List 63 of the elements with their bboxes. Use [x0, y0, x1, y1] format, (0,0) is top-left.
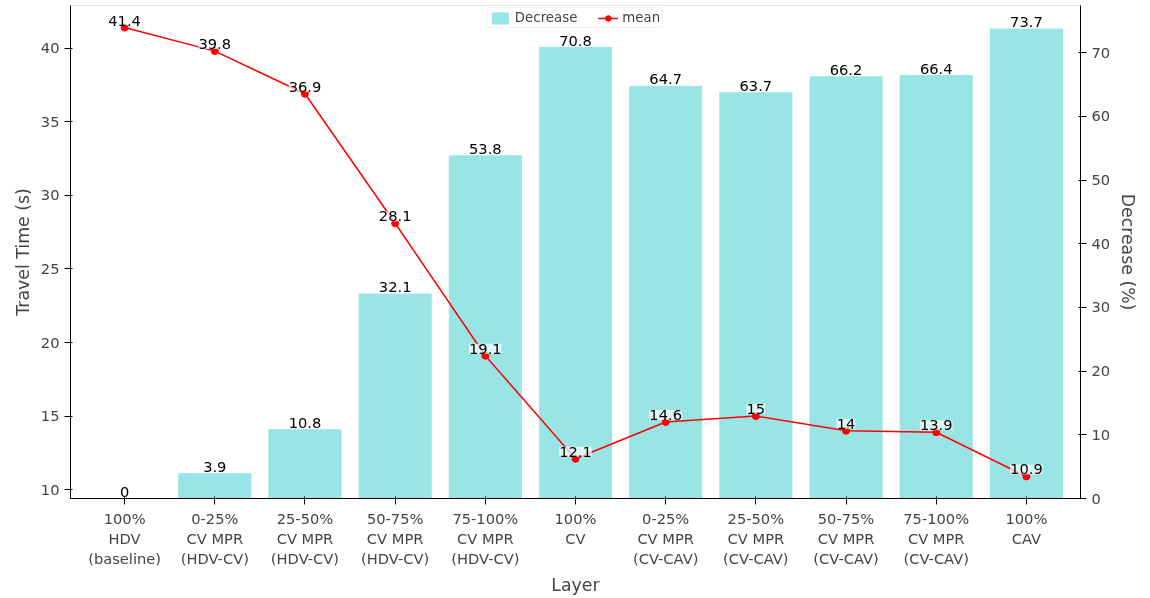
data-label: 64.7 [649, 70, 682, 88]
bar [719, 92, 793, 499]
y2-tick-label: 20 [1091, 362, 1111, 380]
x-tick-label: 50-75% CV MPR (CV-CAV) [813, 509, 879, 568]
data-label: 14 [836, 414, 856, 432]
data-label: 73.7 [1010, 13, 1043, 31]
y-tick-label: 20 [40, 333, 60, 351]
bar [629, 85, 703, 499]
bar [358, 293, 432, 499]
x-tick-label: 100% CV [554, 509, 597, 547]
data-label: 15 [746, 400, 766, 418]
bar [989, 28, 1063, 499]
y-tick-label: 25 [40, 259, 60, 277]
x-tick-label: 75-100% CV MPR (HDV-CV) [451, 509, 520, 568]
legend-label: Decrease [514, 10, 578, 25]
y2-axis-title: Decrease (%) [1118, 193, 1139, 311]
data-label: 28.1 [378, 207, 412, 225]
data-label: 10.9 [1010, 460, 1043, 478]
x-tick-label: 0-25% CV MPR (CV-CAV) [632, 509, 699, 568]
data-label: 12.1 [559, 442, 592, 460]
data-label: 36.9 [288, 77, 322, 95]
legend-label: mean [622, 10, 661, 25]
bar [178, 473, 252, 499]
y-tick-label: 15 [40, 407, 60, 425]
bar [809, 76, 883, 499]
y-tick-label: 10 [40, 480, 60, 498]
y2-tick-label: 60 [1091, 107, 1111, 125]
data-label: 0 [119, 482, 130, 500]
y2-tick-label: 50 [1091, 171, 1111, 189]
data-label: 53.8 [469, 139, 502, 157]
x-axis-title: Layer [551, 575, 601, 596]
y2-tick-label: 10 [1091, 425, 1111, 443]
y-tick-label: 35 [40, 112, 60, 130]
x-tick-label: 50-75% CV MPR (HDV-CV) [361, 509, 430, 568]
x-tick-label: 25-50% CV MPR (HDV-CV) [270, 509, 340, 568]
data-label: 19.1 [469, 339, 502, 357]
bar [538, 47, 613, 499]
y2-tick-label: 40 [1091, 234, 1111, 252]
x-tick-label: 75-100% CV MPR (CV-CAV) [903, 509, 970, 568]
y-tick-label: 40 [40, 39, 60, 57]
x-tick-label: 25-50% CV MPR (CV-CAV) [723, 509, 789, 568]
y-axis-title: Travel Time (s) [12, 188, 33, 317]
data-label: 41.4 [108, 11, 141, 29]
data-label: 39.8 [198, 35, 232, 53]
data-label: 66.2 [829, 60, 863, 78]
x-tick-label: 0-25% CV MPR (HDV-CV) [180, 509, 249, 568]
y2-tick-label: 30 [1091, 298, 1111, 316]
y2-tick-label: 0 [1091, 489, 1101, 507]
y-tick-label: 30 [40, 186, 60, 204]
data-label: 63.7 [739, 76, 773, 94]
data-label: 14.6 [649, 405, 682, 423]
data-label: 66.4 [919, 59, 953, 77]
y2-tick-label: 70 [1091, 43, 1111, 61]
data-label: 13.9 [919, 416, 953, 434]
data-label: 10.8 [288, 413, 322, 431]
x-tick-label: 100% CAV [1005, 509, 1048, 547]
bar [899, 75, 973, 499]
bar [268, 429, 342, 499]
data-label: 32.1 [378, 278, 412, 296]
x-tick-label: 100% HDV (baseline) [88, 509, 162, 568]
data-label: 70.8 [559, 31, 592, 49]
bar [448, 155, 522, 499]
data-label: 3.9 [203, 457, 227, 475]
